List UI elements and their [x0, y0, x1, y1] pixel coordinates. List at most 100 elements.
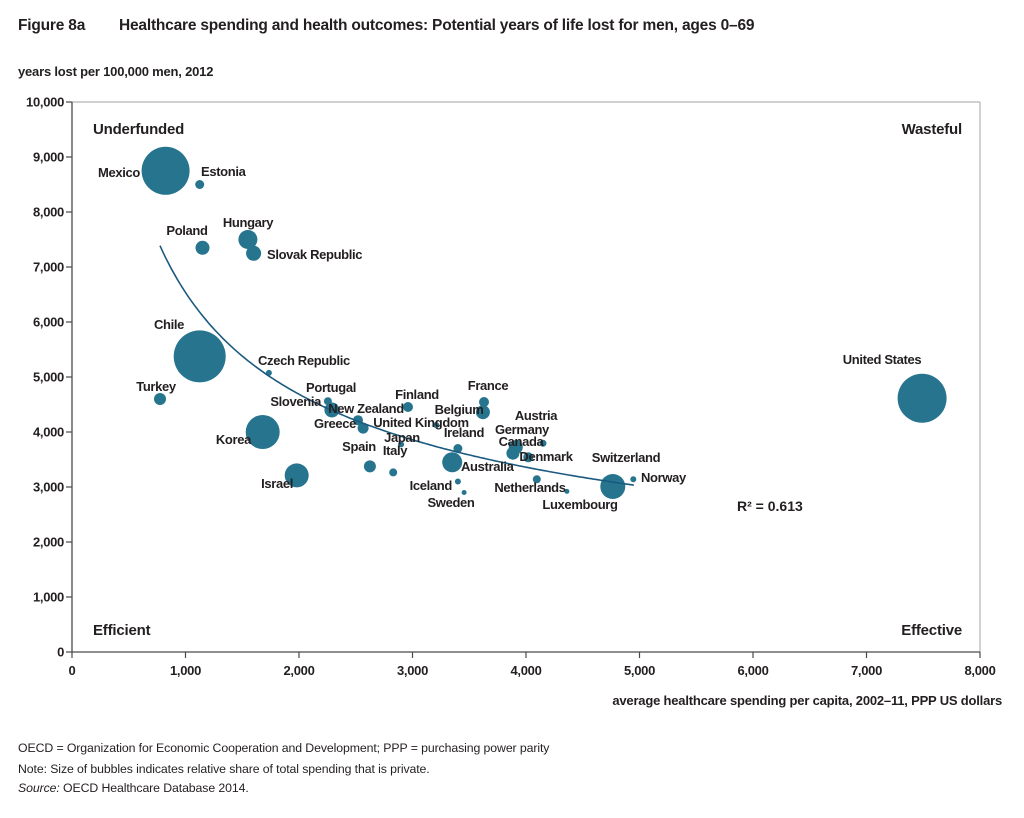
bubble-spain: [363, 460, 376, 473]
country-label-france: France: [468, 378, 509, 393]
country-label-hungary: Hungary: [223, 215, 274, 230]
country-label-sweden: Sweden: [427, 495, 474, 510]
y-axis-tick-label: 0: [57, 645, 64, 660]
quadrant-label-efficient: Efficient: [93, 622, 151, 639]
y-axis-tick-label: 7,000: [33, 260, 64, 275]
country-label-korea: Korea: [216, 432, 252, 447]
footnote-source-prefix: Source:: [18, 781, 60, 795]
country-label-united-states: United States: [843, 352, 922, 367]
country-label-greece: Greece: [314, 416, 356, 431]
country-label-netherlands: Netherlands: [494, 480, 565, 495]
quadrant-label-underfunded: Underfunded: [93, 121, 184, 138]
y-axis-tick-label: 6,000: [33, 315, 64, 330]
bubble-slovak-republic: [246, 245, 262, 261]
bubble-italy: [389, 468, 398, 477]
country-label-ireland: Ireland: [444, 425, 485, 440]
y-axis-tick-label: 8,000: [33, 205, 64, 220]
r-squared-annotation: R² = 0.613: [737, 498, 803, 514]
country-label-spain: Spain: [342, 439, 376, 454]
bubble-united-states: [897, 373, 947, 423]
bubble-chile: [173, 330, 226, 383]
country-label-portugal: Portugal: [306, 380, 356, 395]
bubble-austria: [539, 439, 547, 447]
country-label-switzerland: Switzerland: [592, 450, 661, 465]
x-axis-tick-label: 6,000: [737, 663, 768, 678]
bubble-australia: [442, 452, 463, 473]
y-axis-unit-label: years lost per 100,000 men, 2012: [18, 64, 213, 79]
footnote-abbreviations: OECD = Organization for Economic Coopera…: [18, 741, 550, 755]
country-label-czech-republic: Czech Republic: [258, 353, 350, 368]
y-axis-tick-label: 2,000: [33, 535, 64, 550]
quadrant-label-effective: Effective: [901, 622, 962, 639]
x-axis-tick-label: 2,000: [283, 663, 314, 678]
figure-title: Healthcare spending and health outcomes:…: [119, 17, 755, 34]
country-label-chile: Chile: [154, 317, 184, 332]
quadrant-label-wasteful: Wasteful: [902, 121, 962, 138]
bubble-norway: [630, 476, 637, 483]
footnote-source-text: OECD Healthcare Database 2014.: [60, 781, 249, 795]
country-label-canada: Canada: [499, 434, 545, 449]
country-label-mexico: Mexico: [98, 165, 140, 180]
country-label-germany: Germany: [495, 422, 550, 437]
bubble-finland: [403, 402, 413, 412]
country-label-austria: Austria: [515, 408, 558, 423]
trendline-layer: [159, 245, 634, 486]
bubble-canada: [506, 446, 520, 460]
y-axis-tick-label: 4,000: [33, 425, 64, 440]
trend-curve: [159, 245, 634, 486]
bubble-switzerland: [600, 474, 626, 499]
bubble-layer: [141, 146, 947, 499]
country-label-luxembourg: Luxembourg: [542, 497, 618, 512]
bubble-netherlands: [532, 475, 541, 484]
axis-tick-layer: 0 1,000 2,000 3,000 4,000 5,000 6,000 7,000 8,00…: [26, 95, 996, 679]
country-label-japan: Japan: [384, 430, 420, 445]
bubble-ireland: [453, 444, 463, 453]
x-axis-title: average healthcare spending per capita, …: [612, 693, 1002, 708]
country-label-israel: Israel: [261, 476, 293, 491]
x-axis-tick-label: 5,000: [624, 663, 655, 678]
x-axis-tick-label: 8,000: [964, 663, 995, 678]
country-label-poland: Poland: [166, 223, 208, 238]
y-axis-tick-label: 10,000: [26, 95, 64, 110]
x-axis-tick-label: 3,000: [397, 663, 428, 678]
y-axis-tick-label: 5,000: [33, 370, 64, 385]
bubble-belgium: [475, 405, 490, 420]
country-label-turkey: Turkey: [136, 379, 177, 394]
bubble-iceland: [454, 478, 461, 485]
country-label-italy: Italy: [383, 443, 408, 458]
x-axis-tick-label: 0: [69, 663, 76, 678]
bubble-denmark: [523, 452, 534, 463]
bubble-france: [479, 397, 489, 407]
footnote-source: Source: OECD Healthcare Database 2014.: [18, 781, 249, 795]
x-axis-tick-label: 7,000: [851, 663, 882, 678]
y-axis-tick-label: 1,000: [33, 590, 64, 605]
bubble-estonia: [195, 180, 205, 189]
country-label-slovenia: Slovenia: [270, 394, 322, 409]
bubble-united-kingdom: [433, 422, 440, 429]
footnote-bubble-size-note: Note: Size of bubbles indicates relative…: [18, 762, 430, 776]
x-axis-tick-label: 1,000: [170, 663, 201, 678]
country-label-finland: Finland: [395, 387, 439, 402]
country-label-belgium: Belgium: [435, 402, 484, 417]
bubble-sweden: [461, 490, 467, 495]
y-axis-tick-label: 3,000: [33, 480, 64, 495]
bubble-turkey: [154, 393, 166, 405]
bubble-israel: [284, 463, 309, 488]
country-label-australia: Australia: [461, 459, 515, 474]
country-label-layer: Mexico Estonia Poland Hungary Slovak Republi…: [98, 164, 922, 512]
country-label-new-zealand: New Zealand: [328, 401, 404, 416]
bubble-poland: [195, 240, 210, 255]
country-label-slovak-republic: Slovak Republic: [267, 247, 362, 262]
bubble-hungary: [238, 230, 258, 249]
bubble-greece: [357, 422, 369, 434]
country-label-iceland: Iceland: [410, 478, 453, 493]
country-label-norway: Norway: [641, 470, 687, 485]
bubble-luxembourg: [564, 488, 570, 494]
figure-tag: Figure 8a: [18, 17, 86, 34]
x-axis-tick-label: 4,000: [510, 663, 541, 678]
bubble-japan: [398, 441, 405, 448]
country-label-united-kingdom: United Kingdom: [373, 415, 468, 430]
bubble-korea: [245, 415, 280, 449]
